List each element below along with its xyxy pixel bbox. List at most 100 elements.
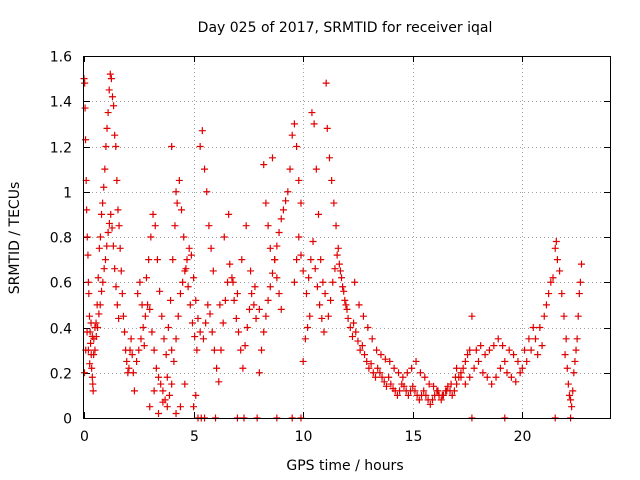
data-point <box>83 233 91 241</box>
data-point <box>116 244 124 252</box>
data-point <box>89 387 97 395</box>
y-tick-label: 0 <box>63 412 72 428</box>
data-points <box>80 70 586 422</box>
data-point <box>190 274 198 282</box>
data-point <box>232 314 240 322</box>
data-point <box>172 188 180 196</box>
data-point <box>288 131 296 139</box>
data-point <box>293 143 301 150</box>
data-point <box>277 215 285 223</box>
data-point <box>258 346 266 354</box>
data-point <box>117 267 125 275</box>
data-point <box>290 120 298 128</box>
data-point <box>156 287 164 295</box>
data-point <box>104 109 112 117</box>
data-point <box>268 154 276 162</box>
data-point <box>322 79 330 87</box>
data-point <box>169 256 177 264</box>
data-point <box>475 357 482 365</box>
data-point <box>260 328 268 336</box>
data-point <box>562 335 570 343</box>
y-tick-label: 0.6 <box>50 276 72 292</box>
data-point <box>369 369 377 377</box>
data-point <box>162 351 170 359</box>
data-point <box>113 176 121 184</box>
data-point <box>134 290 142 298</box>
data-point <box>104 228 112 236</box>
data-point <box>315 210 323 218</box>
data-point <box>420 387 428 395</box>
data-point <box>316 301 324 309</box>
data-point <box>331 265 339 273</box>
data-point <box>396 387 404 395</box>
data-point <box>570 369 578 377</box>
data-point <box>361 351 369 359</box>
data-point <box>84 251 92 259</box>
data-point <box>422 391 430 399</box>
data-point <box>262 312 270 320</box>
data-point <box>110 102 118 110</box>
data-point <box>364 324 372 331</box>
data-point <box>350 319 358 327</box>
data-point <box>382 382 390 390</box>
data-point <box>421 373 429 381</box>
data-point <box>552 238 560 246</box>
data-point <box>176 403 184 411</box>
data-point <box>412 357 420 365</box>
data-point <box>563 364 571 372</box>
data-point <box>510 351 518 359</box>
data-point <box>137 335 145 343</box>
data-point <box>226 260 234 268</box>
data-point <box>81 79 89 87</box>
data-point <box>549 274 557 282</box>
data-point <box>94 324 102 331</box>
data-point <box>175 176 183 184</box>
grid <box>84 56 610 418</box>
data-point <box>433 387 441 395</box>
data-point <box>171 222 179 230</box>
data-point <box>138 301 146 309</box>
data-point <box>325 154 333 162</box>
data-point <box>266 244 274 252</box>
data-point <box>113 301 121 309</box>
data-point <box>151 222 159 230</box>
data-point <box>385 373 393 381</box>
data-point <box>109 242 117 250</box>
data-point <box>266 283 274 291</box>
data-point <box>170 357 178 365</box>
data-point <box>84 346 92 354</box>
data-point <box>194 314 202 322</box>
data-point <box>219 319 227 327</box>
data-point <box>560 312 568 320</box>
data-point <box>534 351 542 359</box>
data-point <box>400 382 408 390</box>
data-point <box>172 335 180 343</box>
data-point <box>340 287 348 295</box>
data-point <box>96 233 104 241</box>
data-point <box>527 346 535 354</box>
x-tick-label: 10 <box>295 429 313 445</box>
data-point <box>237 346 245 354</box>
data-point <box>576 278 584 286</box>
data-point <box>81 104 89 112</box>
data-point <box>264 296 272 304</box>
data-point <box>466 373 474 381</box>
y-tick-label: 0.8 <box>50 231 72 247</box>
data-point <box>313 283 321 291</box>
data-point <box>121 328 129 336</box>
data-point <box>430 382 438 390</box>
data-point <box>290 278 298 286</box>
data-point <box>255 305 263 313</box>
data-point <box>275 228 283 236</box>
data-point <box>88 373 96 381</box>
data-point <box>168 346 176 354</box>
x-axis-label: GPS time / hours <box>286 458 403 474</box>
data-point <box>403 369 411 377</box>
data-point <box>399 373 407 381</box>
data-point <box>494 335 502 343</box>
data-point <box>297 199 305 207</box>
data-point <box>411 387 419 395</box>
data-point <box>262 199 270 207</box>
data-point <box>437 396 445 404</box>
data-point <box>319 278 327 286</box>
